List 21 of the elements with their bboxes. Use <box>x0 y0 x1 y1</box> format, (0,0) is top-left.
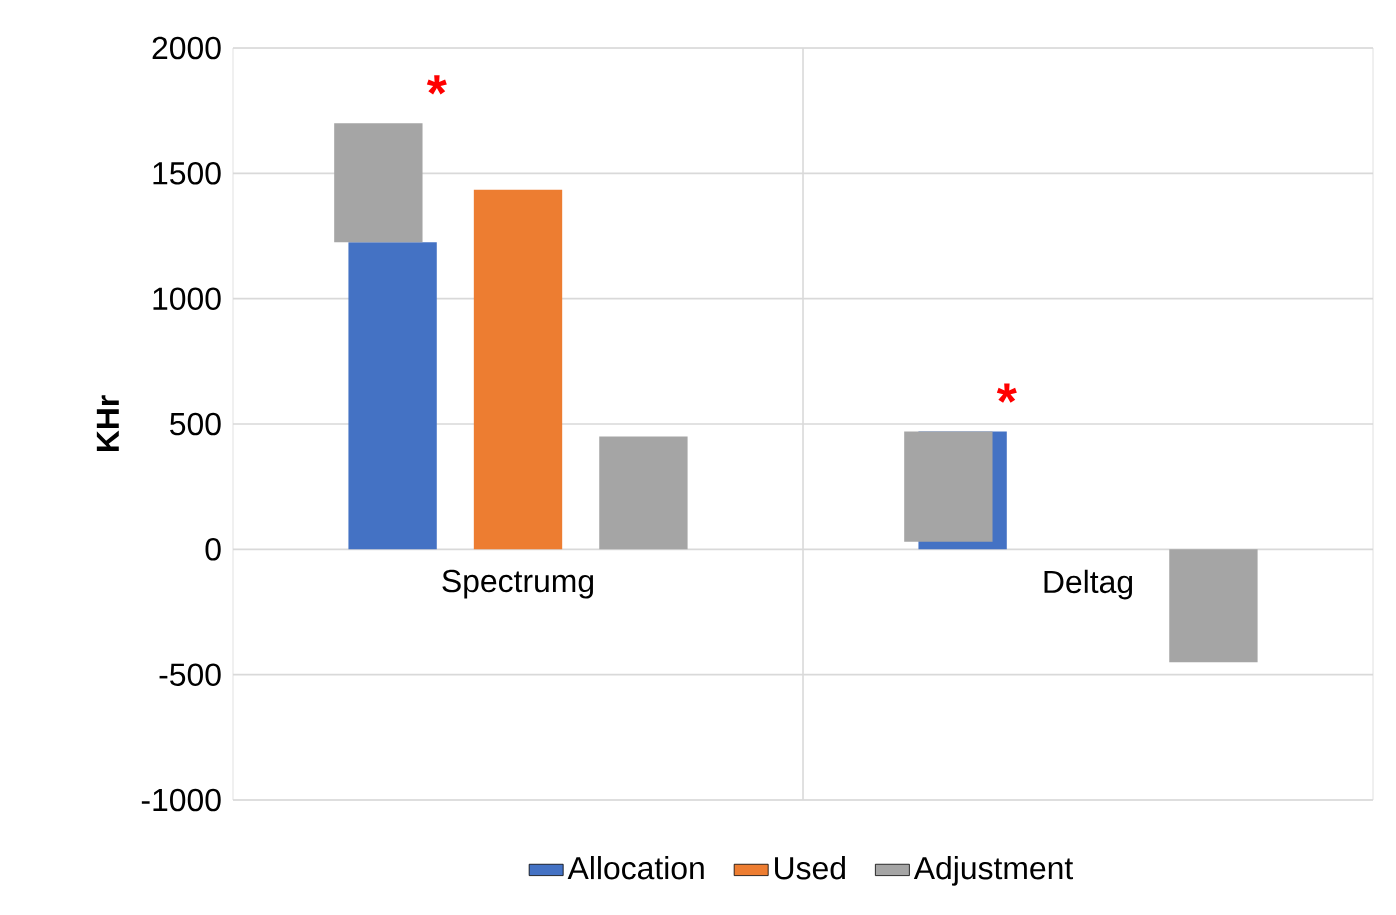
x-tick-label: Spectrumg <box>442 569 594 599</box>
bar <box>904 431 993 542</box>
bar <box>473 189 563 550</box>
bar <box>599 436 688 550</box>
y-tick-label: 0 <box>205 538 221 561</box>
x-tick-label: Deltag <box>1044 569 1133 600</box>
bar <box>334 123 423 243</box>
bar <box>1169 549 1258 663</box>
annotation: * <box>426 75 447 95</box>
legend-label: Used <box>775 856 845 880</box>
y-tick-label: -1000 <box>141 788 221 812</box>
y-tick-label: 500 <box>170 412 221 436</box>
y-tick-label: 1500 <box>153 162 221 185</box>
y-tick-label: 2000 <box>152 36 221 60</box>
annotation: * <box>996 383 1017 403</box>
legend-label: Adjustment <box>913 856 1074 886</box>
bar <box>348 242 437 550</box>
legend-label: Allocation <box>567 856 704 880</box>
y-axis-title: KHr <box>96 395 119 452</box>
y-tick-label: 1000 <box>153 287 221 310</box>
y-tick-label: -500 <box>159 663 221 686</box>
